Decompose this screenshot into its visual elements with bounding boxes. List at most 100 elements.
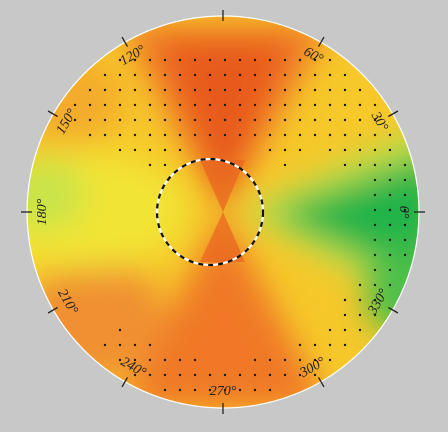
grid-dot [238,58,242,62]
grid-dot [358,313,362,317]
grid-dot [403,238,407,242]
grid-dot [223,373,227,377]
angle-tick [317,36,325,47]
grid-dot [343,298,347,302]
grid-dot [388,163,392,167]
grid-dot [298,343,302,347]
grid-dot [328,328,332,332]
grid-dot [208,118,212,122]
grid-dot [328,343,332,347]
grid-dot [178,88,182,92]
grid-dot [358,88,362,92]
grid-dot [253,388,257,392]
grid-dot [148,103,152,107]
grid-dot [118,73,122,77]
grid-dot [343,343,347,347]
grid-dot [268,103,272,107]
grid-dot [103,88,107,92]
grid-dot [283,373,287,377]
grid-dot [403,193,407,197]
grid-dot [253,73,257,77]
grid-dot [223,58,227,62]
inner-dashed-circle-dashes [155,157,265,267]
grid-dot [223,118,227,122]
grid-dot [373,193,377,197]
grid-dot [163,118,167,122]
grid-dot [133,148,137,152]
grid-dot [313,358,317,362]
grid-dot [253,88,257,92]
grid-dot [88,133,92,137]
grid-dot [253,118,257,122]
grid-dot [373,313,377,317]
grid-dot [253,58,257,62]
grid-dot [268,133,272,137]
grid-dot [358,283,362,287]
dot-markers [73,58,407,392]
grid-dot [253,358,257,362]
grid-dot [373,283,377,287]
grid-dot [88,118,92,122]
grid-dot [358,133,362,137]
grid-dot [373,208,377,212]
grid-dot [193,103,197,107]
grid-dot [133,343,137,347]
grid-dot [253,133,257,137]
grid-dot [238,373,242,377]
grid-dot [373,268,377,272]
grid-dot [133,118,137,122]
grid-dot [343,73,347,77]
grid-dot [403,223,407,227]
grid-dot [178,73,182,77]
grid-dot [118,58,122,62]
grid-dot [148,148,152,152]
grid-dot [193,73,197,77]
grid-dot [103,118,107,122]
grid-dot [133,88,137,92]
grid-dot [208,133,212,137]
grid-dot [313,103,317,107]
grid-dot [163,88,167,92]
grid-dot [343,88,347,92]
grid-dot [118,148,122,152]
angle-tick [317,377,325,388]
grid-dot [103,103,107,107]
grid-dot [223,88,227,92]
grid-dot [73,118,77,122]
grid-dot [373,178,377,182]
grid-dot [253,373,257,377]
grid-dot [118,358,122,362]
grid-dot [283,148,287,152]
grid-dot [133,373,137,377]
angle-label-180: 180° [35,198,50,225]
grid-dot [373,238,377,242]
angle-tick [388,110,399,118]
grid-dot [313,373,317,377]
grid-dot [193,373,197,377]
grid-dot [178,58,182,62]
grid-dot [208,373,212,377]
angle-tick [47,110,58,118]
grid-dot [388,223,392,227]
grid-dot [313,343,317,347]
grid-dot [298,133,302,137]
grid-dot [313,133,317,137]
grid-dot [193,133,197,137]
grid-dot [343,133,347,137]
grid-dot [253,103,257,107]
angle-label-0: 0° [396,206,411,219]
grid-dot [388,178,392,182]
grid-dot [163,103,167,107]
grid-dot [268,388,272,392]
grid-dot [133,103,137,107]
grid-dot [223,103,227,107]
grid-dot [298,58,302,62]
grid-dot [328,73,332,77]
grid-dot [343,148,347,152]
grid-dot [358,163,362,167]
grid-dot [103,133,107,137]
grid-dot [403,163,407,167]
grid-dot [208,73,212,77]
